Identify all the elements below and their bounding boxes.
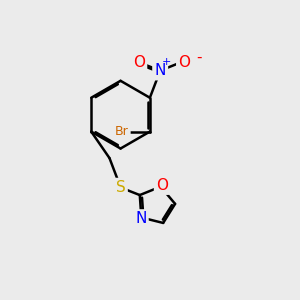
Text: -: - xyxy=(196,50,202,64)
Text: O: O xyxy=(133,55,145,70)
Text: O: O xyxy=(178,55,190,70)
Text: S: S xyxy=(116,180,126,195)
Text: N: N xyxy=(154,63,166,78)
Text: N: N xyxy=(135,212,146,226)
Text: Br: Br xyxy=(115,125,129,138)
Text: +: + xyxy=(162,57,171,68)
Text: O: O xyxy=(156,178,168,193)
